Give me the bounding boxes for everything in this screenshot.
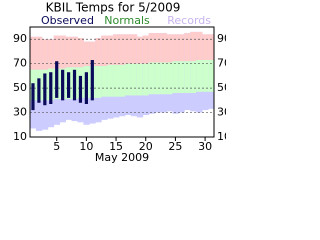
normal-band — [113, 64, 120, 97]
record-high-band — [154, 33, 161, 63]
record-high-band — [77, 38, 84, 68]
record-high-band — [166, 34, 173, 63]
observed-bar — [78, 75, 83, 103]
normal-band — [148, 62, 156, 95]
normal-band — [196, 60, 203, 92]
plot-frame — [29, 26, 215, 138]
normal-band — [107, 64, 114, 97]
record-high-band — [59, 35, 67, 69]
x-tick-label: 10 — [79, 140, 93, 153]
x-tick-label: 5 — [53, 140, 60, 153]
y-tick-label: 50 — [13, 81, 27, 94]
normal-band — [130, 63, 138, 96]
observed-bar — [37, 78, 41, 103]
record-high-band — [124, 34, 132, 64]
y-tick-label-right: 90 — [217, 32, 226, 45]
record-high-band — [190, 31, 197, 62]
page: {"chart_data": {"type": "range", "title"… — [13, 0, 226, 165]
record-high-band — [148, 33, 156, 63]
record-high-band — [101, 35, 108, 67]
observed-bar — [72, 69, 77, 101]
y-tick-label: 30 — [13, 106, 27, 119]
record-high-band — [178, 34, 185, 62]
normal-band — [178, 61, 185, 93]
record-high-band — [83, 41, 90, 67]
legend-records: Records — [167, 14, 211, 27]
record-high-band — [71, 36, 78, 68]
normal-band — [208, 60, 215, 92]
record-high-band — [35, 36, 43, 70]
record-high-band — [107, 35, 114, 65]
record-high-band — [95, 38, 102, 67]
record-high-band — [47, 39, 55, 69]
record-high-band — [119, 34, 126, 65]
normal-band — [190, 61, 197, 93]
y-tick-label-right: 30 — [217, 106, 226, 119]
record-high-band — [41, 39, 49, 70]
normal-band — [142, 63, 150, 96]
observed-bar — [66, 72, 71, 98]
observed-bar — [84, 72, 88, 104]
observed-bar — [43, 73, 47, 106]
normal-band — [184, 61, 191, 93]
x-tick-label: 15 — [109, 140, 123, 153]
x-tick-label: 20 — [139, 140, 153, 153]
y-tick-label: 70 — [13, 57, 27, 70]
normal-band — [154, 62, 161, 95]
y-tick-label: 90 — [13, 32, 27, 45]
record-high-band — [89, 41, 96, 67]
observed-bar — [49, 72, 53, 104]
legend-normals: Normals — [104, 14, 150, 27]
observed-bar — [55, 61, 59, 98]
record-high-band — [53, 35, 61, 69]
y-tick-label-right: 70 — [217, 57, 226, 70]
record-high-band — [172, 34, 179, 62]
chart-title: KBIL Temps for 5/2009 — [46, 1, 181, 15]
normal-band — [119, 64, 126, 97]
y-tick-label: 10 — [13, 130, 27, 143]
record-high-band — [65, 36, 72, 68]
record-high-band — [184, 33, 191, 62]
y-tick-label-right: 10 — [217, 130, 226, 143]
normal-band — [202, 60, 209, 92]
normal-band — [172, 61, 179, 93]
x-tick-label: 25 — [168, 140, 182, 153]
record-high-band — [30, 36, 37, 70]
record-high-band — [136, 36, 144, 64]
observed-bar — [90, 60, 94, 101]
x-tick-label: 30 — [198, 140, 212, 153]
y-tick-label-right: 50 — [217, 81, 226, 94]
normal-band — [136, 63, 144, 96]
record-high-band — [196, 31, 203, 60]
chart: KBIL Temps for 5/2009 Observed Normals R… — [13, 1, 226, 165]
legend-observed: Observed — [41, 14, 94, 27]
record-high-band — [142, 35, 150, 64]
normal-band — [166, 62, 173, 95]
normal-band — [101, 66, 108, 97]
record-high-band — [113, 34, 120, 65]
normal-band — [124, 63, 132, 96]
observed-bar — [61, 69, 65, 101]
x-axis-label: May 2009 — [95, 151, 149, 164]
record-high-band — [160, 33, 167, 63]
record-high-band — [202, 34, 209, 60]
record-high-band — [208, 34, 215, 60]
normal-band — [160, 62, 167, 95]
normal-band — [95, 66, 102, 98]
observed-bar — [31, 83, 35, 111]
record-high-band — [130, 34, 138, 64]
